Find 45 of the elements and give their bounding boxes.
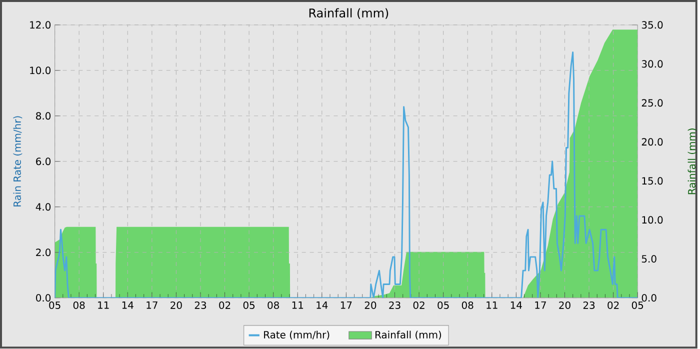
y-tick-label: 6.0	[36, 158, 51, 166]
x-tick-label: 02	[608, 302, 619, 310]
y-tick-label: 0.0	[36, 294, 51, 302]
x-tick-label: 20	[559, 302, 570, 310]
x-tick-label: 08	[268, 302, 279, 310]
y2-tick-label: 5.0	[642, 255, 656, 263]
y-tick-label: 10.0	[30, 66, 51, 74]
x-tick-label: 20	[364, 302, 376, 310]
x-tick-label: 05	[632, 302, 644, 310]
y-tick-label: 4.0	[36, 203, 51, 211]
legend-label: Rate (mm/hr)	[264, 330, 330, 340]
x-tick-label: 08	[73, 302, 85, 310]
x-tick-label: 05	[49, 302, 60, 310]
y2-tick-label: 25.0	[642, 99, 663, 107]
x-tick-label: 17	[340, 302, 352, 309]
y-tick-label: 2.0	[36, 248, 51, 256]
x-tick-label: 14	[122, 302, 134, 309]
x-tick-label: 17	[146, 302, 158, 309]
x-tick-label: 14	[510, 302, 522, 309]
y2-axis-title: Rainfall (mm)	[688, 128, 697, 194]
chart-title: Rainfall (mm)	[309, 8, 388, 20]
y-tick-label: 8.0	[36, 112, 51, 120]
x-tick-label: 11	[292, 302, 304, 309]
x-tick-label: 17	[535, 302, 546, 309]
x-tick-label: 14	[316, 302, 328, 309]
x-tick-label: 20	[170, 302, 182, 310]
y2-tick-label: 20.0	[642, 138, 663, 146]
y2-tick-label: 15.0	[642, 177, 663, 185]
x-tick-label: 23	[194, 302, 206, 310]
y2-tick-label: 35.0	[642, 21, 663, 29]
y2-tick-label: 30.0	[642, 60, 663, 68]
x-tick-label: 11	[98, 302, 109, 309]
x-tick-label: 23	[583, 302, 595, 310]
legend-label: Rainfall (mm)	[375, 330, 442, 340]
x-tick-label: 11	[486, 302, 498, 309]
x-tick-label: 02	[413, 302, 424, 310]
y-tick-label: 12.0	[30, 21, 51, 29]
x-tick-label: 05	[438, 302, 449, 310]
x-tick-label: 08	[462, 302, 474, 310]
y2-tick-label: 10.0	[642, 216, 663, 224]
x-tick-label: 02	[219, 302, 230, 310]
x-tick-label: 23	[389, 302, 400, 310]
x-tick-label: 05	[243, 302, 255, 310]
y-axis-title: Rain Rate (mm/hr)	[13, 116, 22, 207]
y2-tick-label: 0.0	[642, 294, 656, 302]
